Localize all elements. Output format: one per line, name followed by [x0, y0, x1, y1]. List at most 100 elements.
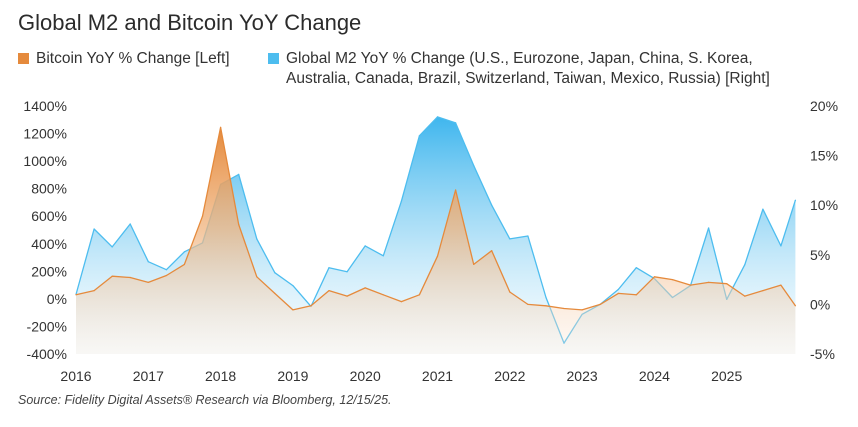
- bitcoin-series-point: [418, 294, 420, 296]
- x-axis-tick-label: 2025: [711, 368, 742, 384]
- bitcoin-series-point: [93, 290, 95, 292]
- bitcoin-series-point: [147, 281, 149, 283]
- m2-series-point: [635, 267, 637, 269]
- left-axis-tick-label: 400%: [31, 236, 67, 252]
- m2-series-point: [346, 271, 348, 273]
- m2-series-point: [147, 261, 149, 263]
- m2-series-point: [364, 245, 366, 247]
- bitcoin-series-point: [762, 290, 764, 292]
- bitcoin-series-point: [400, 301, 402, 303]
- x-axis-tick-label: 2023: [567, 368, 598, 384]
- m2-series-point: [794, 199, 797, 201]
- bitcoin-series-area: [76, 127, 796, 355]
- m2-series-point: [708, 227, 710, 229]
- bitcoin-series-point: [75, 294, 77, 296]
- m2-series-point: [129, 223, 131, 225]
- x-axis-tick-label: 2024: [639, 368, 670, 384]
- x-axis-tick-label: 2021: [422, 368, 453, 384]
- x-axis-tick-label: 2016: [60, 368, 91, 384]
- bitcoin-series-point: [364, 287, 366, 289]
- m2-series-point: [509, 238, 511, 240]
- m2-series-point: [762, 208, 764, 210]
- bitcoin-series-point: [780, 284, 782, 286]
- bitcoin-series-point: [527, 303, 529, 305]
- m2-series-point: [418, 135, 420, 137]
- legend-swatch-m2: [268, 53, 279, 64]
- bitcoin-series-point: [238, 223, 240, 226]
- left-axis-tick-label: 600%: [31, 208, 67, 224]
- bitcoin-series-point: [491, 250, 493, 252]
- legend-label-m2-line1: Global M2 YoY % Change (U.S., Eurozone, …: [286, 50, 753, 67]
- left-axis-tick-label: 1000%: [23, 153, 67, 169]
- bitcoin-series-point: [617, 292, 619, 294]
- right-axis-tick-label: -5%: [810, 346, 835, 362]
- bitcoin-series-point: [689, 284, 692, 286]
- bitcoin-series-point: [129, 276, 131, 279]
- bitcoin-series-point: [220, 126, 222, 128]
- bitcoin-series-point: [545, 305, 547, 307]
- x-axis-tick-label: 2017: [133, 368, 164, 384]
- right-axis-tick-label: 5%: [810, 247, 830, 263]
- bitcoin-series-point: [653, 276, 656, 278]
- left-axis-tick-label: 200%: [31, 263, 67, 279]
- m2-series-point: [111, 246, 113, 248]
- bitcoin-series-point: [708, 281, 710, 283]
- bitcoin-series-point: [346, 295, 348, 297]
- left-axis-tick-label: -400%: [27, 346, 67, 362]
- source-note: Source: Fidelity Digital Assets® Researc…: [18, 393, 392, 407]
- m2-series-point: [436, 116, 439, 118]
- x-axis-tick-label: 2022: [494, 368, 525, 384]
- left-axis-tick-label: 0%: [47, 291, 67, 307]
- m2-series-point: [527, 235, 529, 237]
- m2-series-point: [382, 255, 384, 257]
- bitcoin-series-point: [201, 215, 204, 217]
- m2-series-point: [256, 238, 258, 240]
- m2-series-point: [183, 251, 185, 253]
- left-axis-tick-label: 800%: [31, 181, 67, 197]
- m2-series-point: [274, 272, 276, 274]
- legend-label-bitcoin: Bitcoin YoY % Change [Left]: [36, 50, 230, 67]
- bitcoin-series-point: [509, 291, 511, 293]
- bitcoin-series-point: [455, 189, 457, 191]
- right-axis-tick-label: 20%: [810, 98, 838, 114]
- left-axis-tick-label: 1200%: [23, 126, 67, 142]
- left-axis-tick-label: -200%: [27, 318, 67, 334]
- bitcoin-series-point: [744, 295, 746, 297]
- bitcoin-series-point: [292, 309, 294, 311]
- m2-series-point: [491, 204, 493, 206]
- bitcoin-series-point: [473, 263, 475, 265]
- x-axis-tick-label: 2019: [277, 368, 308, 384]
- m2-series-point: [744, 264, 746, 266]
- right-axis-tick-label: 10%: [810, 197, 838, 213]
- bitcoin-series-point: [274, 292, 276, 294]
- m2-series-point: [165, 269, 167, 271]
- left-axis-tick-label: 1400%: [23, 98, 67, 114]
- m2-series-point: [545, 296, 547, 299]
- bitcoin-series-point: [794, 305, 797, 307]
- right-axis-tick-label: 15%: [810, 148, 838, 164]
- bitcoin-series-point: [581, 309, 583, 311]
- bitcoin-series-point: [671, 279, 674, 281]
- bitcoin-series-point: [436, 255, 439, 257]
- bitcoin-series-point: [563, 307, 565, 310]
- x-axis-tick-label: 2020: [350, 368, 381, 384]
- m2-series-point: [780, 245, 782, 247]
- chart-title: Global M2 and Bitcoin YoY Change: [18, 10, 362, 35]
- bitcoin-series-point: [599, 303, 601, 305]
- legend-swatch-bitcoin: [18, 53, 29, 64]
- bitcoin-series-point: [111, 275, 113, 277]
- m2-series-point: [292, 285, 294, 287]
- m2-series-point: [617, 288, 619, 291]
- x-axis-tick-label: 2018: [205, 368, 236, 384]
- bitcoin-series-point: [382, 294, 384, 296]
- legend-label-m2-line2: Australia, Canada, Brazil, Switzerland, …: [286, 70, 770, 87]
- m2-series-point: [238, 173, 240, 175]
- m2-series-point: [455, 122, 457, 124]
- m2-series-point: [328, 267, 330, 269]
- bitcoin-series-point: [256, 276, 258, 278]
- bitcoin-series-point: [635, 294, 637, 296]
- bitcoin-series-point: [183, 263, 185, 265]
- bitcoin-series-point: [328, 290, 330, 292]
- m2-series-point: [400, 200, 402, 202]
